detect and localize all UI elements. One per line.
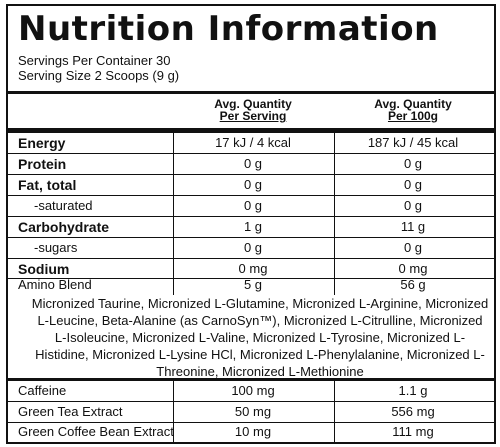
serving-size: Serving Size 2 Scoops (9 g) (18, 68, 180, 83)
row-divider (8, 237, 494, 238)
column-divider-2-lower (334, 381, 335, 442)
value-per-serving: 0 g (243, 156, 263, 171)
ingredient-name: Caffeine (18, 383, 67, 398)
table-row: -saturated 0 g 0 g (8, 196, 494, 216)
table-row: Fat, total 0 g 0 g (8, 175, 494, 195)
row-divider (8, 195, 494, 196)
table-row: Green Coffee Bean Extract 10 mg 111 mg (8, 422, 494, 442)
header-rule (8, 91, 494, 94)
nutrient-name: Sodium (18, 261, 70, 277)
column-header-per-100g: Avg. Quantity Per 100g (334, 98, 492, 122)
value-per-100g: 0 g (403, 156, 423, 171)
ingredient-name: Green Tea Extract (18, 404, 123, 419)
value-per-100g: 0 g (403, 177, 423, 192)
value-per-100g: 0 g (403, 240, 423, 255)
nutrient-name: Fat, total (18, 177, 77, 193)
nutrient-name: -saturated (34, 198, 93, 213)
value-per-100g: 556 mg (391, 404, 435, 419)
table-row: -sugars 0 g 0 g (8, 238, 494, 258)
row-divider (8, 258, 494, 259)
row-divider (8, 153, 494, 154)
table-row: Green Tea Extract 50 mg 556 mg (8, 402, 494, 422)
table-row: Carbohydrate 1 g 11 g (8, 217, 494, 237)
value-per-100g: 111 mg (392, 424, 434, 439)
blend-bottom-rule (8, 378, 494, 381)
column-divider-2 (334, 133, 335, 295)
table-row: Caffeine 100 mg 1.1 g (8, 381, 494, 401)
column-divider-1 (173, 133, 174, 295)
column-header-per-serving-line1: Avg. Quantity (214, 97, 292, 111)
ingredient-name: Green Coffee Bean Extract (18, 424, 174, 439)
table-row: Amino Blend 5 g 56 g (8, 275, 494, 295)
value-per-serving: 1 g (243, 219, 263, 234)
table-row: Energy 17 kJ / 4 kcal 187 kJ / 45 kcal (8, 133, 494, 153)
row-divider (8, 278, 494, 279)
column-header-per-100g-line1: Avg. Quantity (374, 97, 452, 111)
row-divider (8, 401, 494, 402)
value-per-100g: 0 mg (398, 261, 428, 276)
value-per-serving: 17 kJ / 4 kcal (215, 135, 291, 150)
value-per-serving: 50 mg (234, 404, 272, 419)
servings-per-container: Servings Per Container 30 (18, 53, 171, 68)
value-per-100g: 0 g (403, 198, 423, 213)
nutrient-name: Carbohydrate (18, 219, 110, 235)
amino-blend-ingredients: Micronized Taurine, Micronized L-Glutami… (31, 296, 489, 379)
value-per-serving: 100 mg (231, 383, 275, 398)
nutrition-panel: Nutrition Information Servings Per Conta… (6, 4, 496, 444)
value-per-serving: 0 g (243, 240, 263, 255)
table-row: Sodium 0 mg 0 mg (8, 259, 494, 279)
column-header-per-serving-line2: Per Serving (219, 109, 287, 123)
row-divider (8, 174, 494, 175)
value-per-serving: 5 g (243, 277, 263, 292)
table-row: Protein 0 g 0 g (8, 154, 494, 174)
nutrient-name: -sugars (34, 240, 78, 255)
value-per-100g: 56 g (400, 277, 426, 292)
value-per-100g: 1.1 g (398, 383, 428, 398)
value-per-100g: 187 kJ / 45 kcal (367, 135, 459, 150)
value-per-serving: 0 g (243, 177, 263, 192)
row-divider (8, 216, 494, 217)
column-divider-1-lower (173, 381, 174, 442)
column-header-per-serving: Avg. Quantity Per Serving (173, 98, 333, 122)
nutrient-name: Protein (18, 156, 67, 172)
column-header-per-100g-line2: Per 100g (387, 109, 439, 123)
panel-title: Nutrition Information (18, 9, 439, 49)
value-per-serving: 10 mg (234, 424, 272, 439)
value-per-serving: 0 mg (238, 261, 268, 276)
value-per-serving: 0 g (243, 198, 263, 213)
row-divider (8, 422, 494, 423)
nutrient-name: Energy (18, 135, 66, 151)
nutrient-name: Amino Blend (18, 277, 92, 292)
thick-rule (8, 128, 494, 133)
value-per-100g: 11 g (400, 219, 426, 234)
